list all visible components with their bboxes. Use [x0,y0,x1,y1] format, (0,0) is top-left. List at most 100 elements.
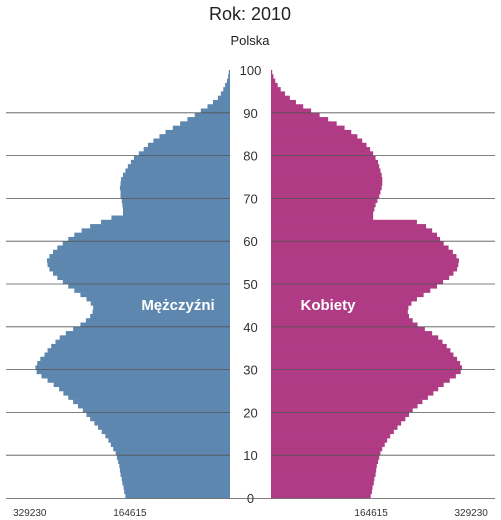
male-bar [223,87,230,92]
female-bar [271,493,371,499]
male-bar [120,189,230,195]
female-bar [271,305,409,310]
female-bar [271,177,383,182]
female-bar [271,241,444,246]
female-bar [271,271,454,276]
male-bar [53,271,230,276]
female-bar [271,181,383,186]
male-bar [122,202,230,208]
female-bar [271,365,462,370]
male-bar [122,206,230,212]
male-bar [35,365,230,370]
female-bar [271,395,428,400]
male-bar [47,262,230,268]
male-bar [110,442,230,447]
female-bar [271,472,376,477]
female-bar [271,446,383,452]
female-bar [271,480,374,486]
female-bar [271,352,454,358]
x-tick-label: 164615 [354,508,388,519]
female-bar [271,455,380,460]
male-bar [62,241,230,246]
x-tick-label: 164615 [113,508,147,519]
chart-subtitle: Polska [230,33,270,48]
male-bar [90,301,231,306]
female-bar [271,95,290,101]
male-bar [65,331,230,336]
y-tick-label: 50 [243,277,257,292]
female-series-label: Kobiety [300,297,356,314]
female-bar [271,215,374,221]
male-bar [40,356,230,362]
female-bar [271,386,439,392]
female-bar [271,185,382,191]
male-bar [119,468,230,473]
female-bar [271,318,413,323]
female-bar [271,104,304,109]
female-bar [271,326,425,332]
female-bar [271,420,402,426]
male-series [35,70,231,499]
male-bar [200,108,230,114]
male-bar [212,99,230,105]
male-bar [108,438,230,443]
male-bar [120,194,230,199]
female-bar [271,463,377,469]
male-bar [81,228,231,233]
female-bar [271,125,345,131]
female-bar [271,202,376,208]
female-bar [271,168,381,174]
male-bar [228,74,230,79]
female-bar [271,82,278,88]
male-bar [74,288,230,293]
male-bar [101,219,230,225]
female-bar [271,129,352,135]
male-bar [159,134,230,139]
female-bar [271,99,296,105]
male-bar [68,395,231,400]
female-bar [271,313,410,319]
female-bar [271,108,312,114]
male-bar [46,258,231,263]
female-bar [271,198,378,203]
female-bar [271,151,374,156]
male-bar [90,313,230,319]
male-bar [120,472,230,477]
female-bar [271,87,281,92]
male-bar [80,292,230,298]
male-bar [63,391,230,396]
female-bar [271,258,459,263]
x-tick-label: 329230 [13,508,47,519]
female-bar [271,232,438,238]
female-bar [271,262,459,268]
male-bar [125,493,230,499]
male-bar [225,82,230,88]
female-bar [271,301,412,306]
female-bar [271,425,398,430]
y-tick-label: 80 [243,149,257,164]
male-bar [57,245,230,251]
male-bar [55,339,230,345]
y-tick-label: 90 [243,106,257,121]
male-bar [180,121,230,126]
male-bar [59,386,231,392]
male-bar [77,403,230,409]
female-bar [271,249,453,255]
male-bar [217,95,230,101]
male-bar [120,181,230,186]
female-bar [271,489,372,495]
y-tick-label: 40 [243,320,257,335]
female-bar [271,211,374,216]
female-bar [271,189,381,195]
female-bar [271,159,379,165]
male-bar [90,416,230,422]
male-bar [85,318,230,323]
y-tick-label: 60 [243,234,257,249]
chart-title: Rok: 2010 [209,4,291,24]
male-bar [133,155,230,161]
female-bar [271,206,375,212]
y-tick-label: 30 [243,363,257,378]
female-bar [271,408,413,413]
